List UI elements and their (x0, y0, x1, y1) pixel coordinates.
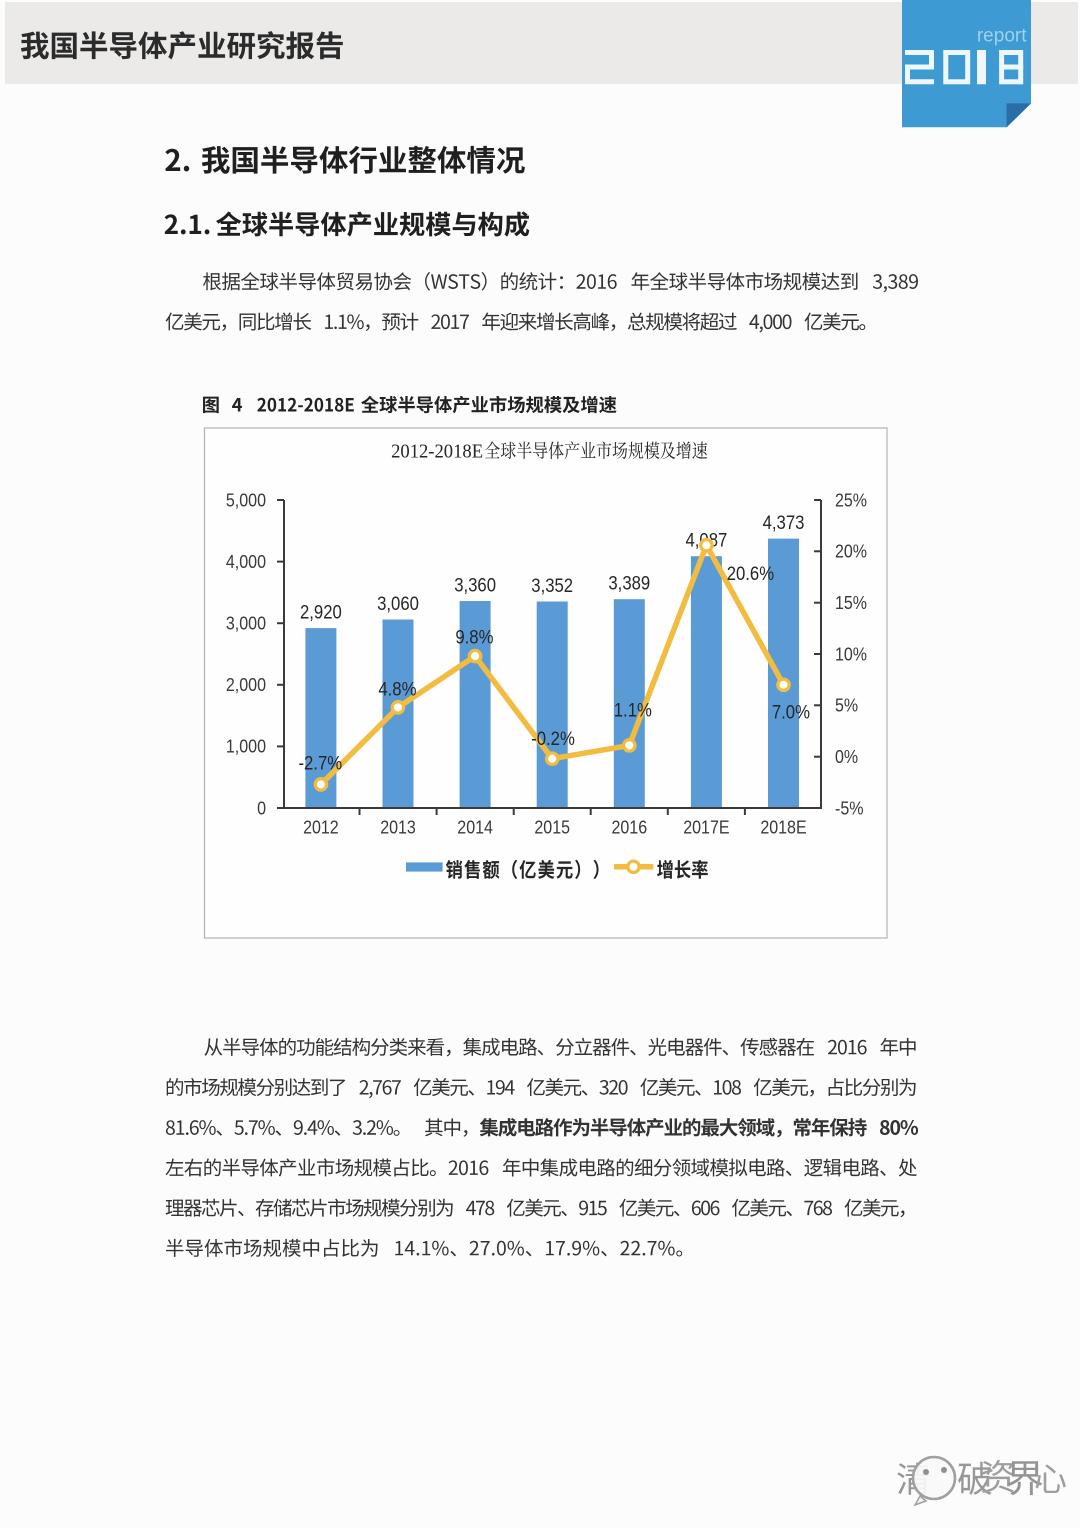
svg-text:3,389: 3,389 (608, 574, 650, 595)
svg-text:5%: 5% (835, 696, 858, 716)
svg-text:-2.7%: -2.7% (298, 754, 342, 775)
svg-text:2013: 2013 (380, 818, 416, 838)
svg-text:4.8%: 4.8% (378, 680, 416, 701)
svg-text:2,920: 2,920 (300, 603, 342, 624)
svg-text:1.1%: 1.1% (614, 701, 652, 722)
svg-text:3,060: 3,060 (377, 594, 419, 615)
svg-text:20%: 20% (835, 542, 867, 562)
svg-text:-0.2%: -0.2% (531, 729, 575, 750)
svg-text:0%: 0% (835, 747, 858, 767)
svg-text:2012: 2012 (303, 818, 339, 838)
svg-text:2,000: 2,000 (226, 675, 266, 695)
svg-text:5,000: 5,000 (226, 490, 266, 510)
svg-text:-5%: -5% (835, 798, 864, 818)
svg-text:15%: 15% (835, 593, 867, 613)
svg-text:4,373: 4,373 (763, 513, 805, 534)
svg-text:3,000: 3,000 (226, 614, 266, 634)
svg-text:4,000: 4,000 (226, 552, 266, 572)
svg-text:2014: 2014 (457, 818, 493, 838)
svg-text:2015: 2015 (534, 818, 570, 838)
svg-text:3,352: 3,352 (531, 576, 573, 597)
svg-text:20.6%: 20.6% (727, 564, 774, 585)
svg-text:7.0%: 7.0% (772, 703, 810, 724)
svg-text:2012-2018E: 2012-2018E (391, 441, 483, 463)
svg-text:10%: 10% (835, 644, 867, 664)
svg-text:0: 0 (257, 798, 266, 818)
svg-text:25%: 25% (835, 490, 867, 510)
svg-text:2017E: 2017E (683, 818, 729, 838)
svg-text:9.8%: 9.8% (455, 628, 493, 649)
svg-text:2016: 2016 (612, 818, 648, 838)
svg-text:report: report (977, 26, 1027, 47)
svg-text:2018E: 2018E (760, 818, 806, 838)
svg-text:3,360: 3,360 (454, 576, 496, 597)
svg-text:1,000: 1,000 (226, 737, 266, 757)
